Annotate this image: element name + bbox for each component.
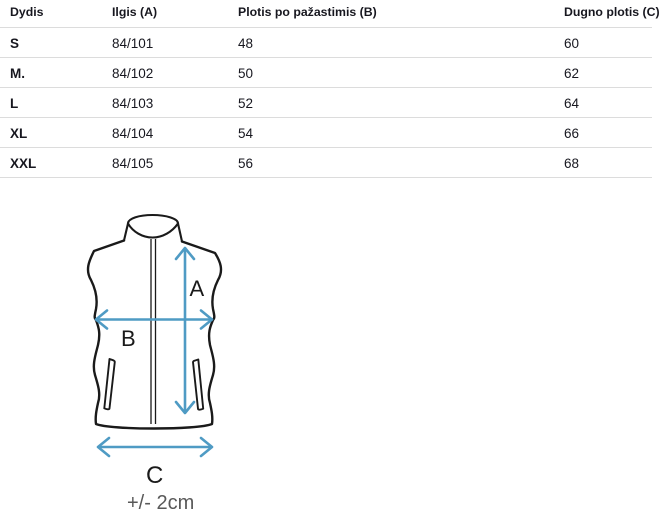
svg-text:+/- 2cm: +/- 2cm — [127, 492, 194, 514]
svg-text:C: C — [146, 462, 163, 489]
svg-text:A: A — [190, 276, 205, 301]
svg-text:B: B — [121, 326, 136, 351]
